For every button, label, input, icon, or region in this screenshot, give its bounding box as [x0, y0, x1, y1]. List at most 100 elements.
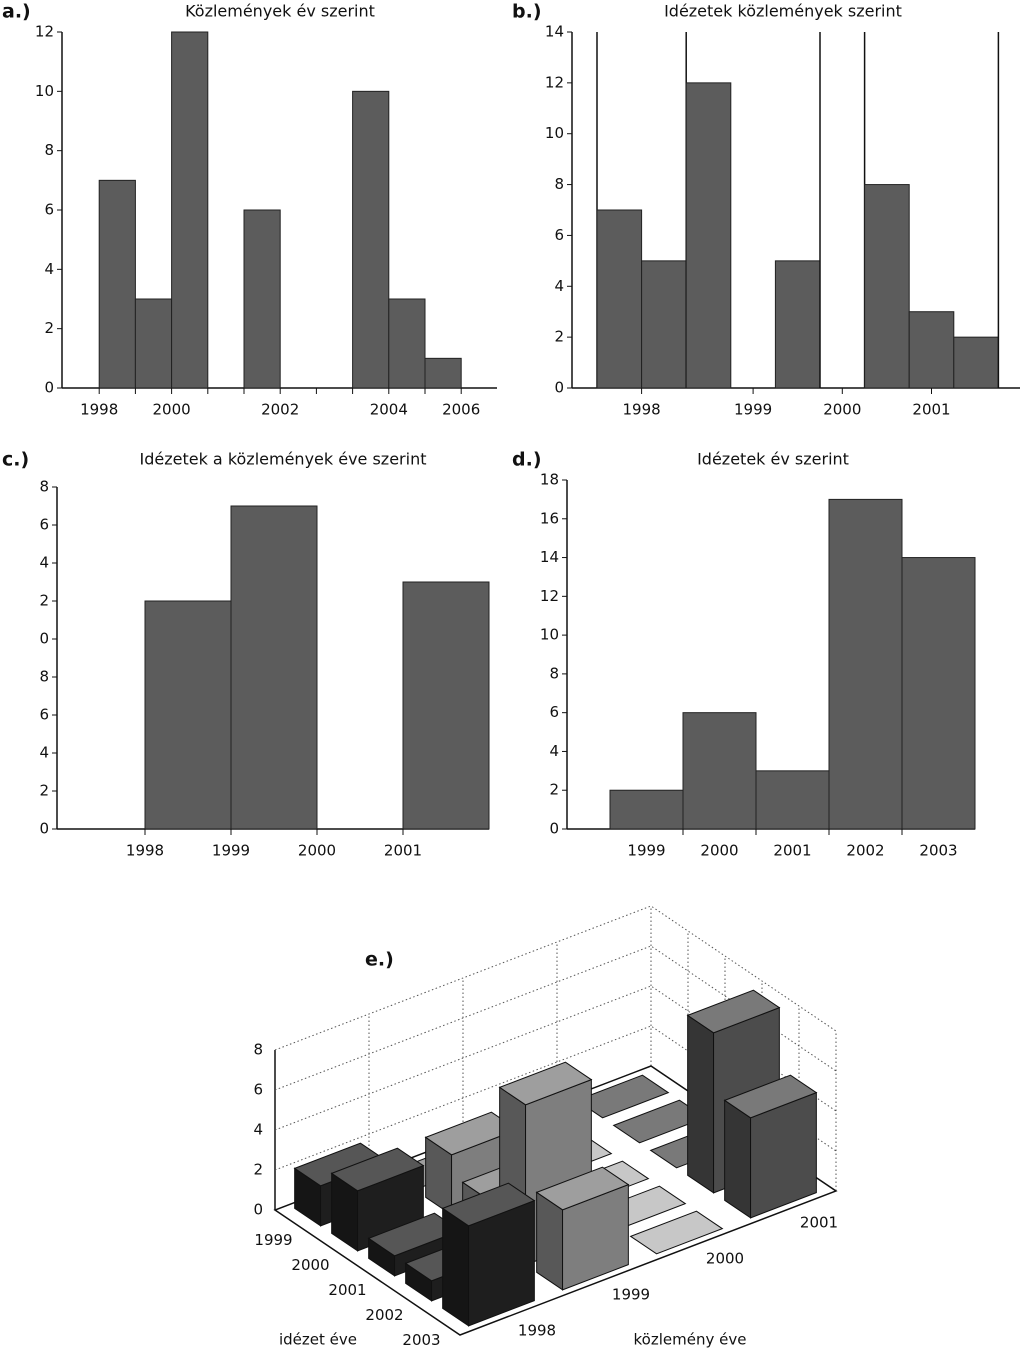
- y-tick-label: 14: [540, 548, 559, 566]
- bar-top: [686, 989, 781, 1034]
- bar: [901, 557, 976, 830]
- bar-top: [498, 1061, 593, 1106]
- chart-title: Idézetek év szerint: [697, 450, 849, 469]
- chart-title: Idézetek a közlemények éve szerint: [140, 450, 427, 469]
- bar-side: [724, 1099, 752, 1219]
- bar: [908, 311, 955, 389]
- bar-top: [535, 1166, 630, 1211]
- y-tick-label: 4: [39, 554, 49, 572]
- x-tick-label: 1999: [212, 842, 250, 860]
- x-tick-label: 1998: [80, 401, 118, 419]
- y-tick-label: 6: [549, 703, 559, 721]
- row-label: 2003: [402, 1331, 440, 1349]
- z-tick-label: 6: [253, 1081, 263, 1099]
- y-tick-label: 8: [39, 668, 49, 686]
- y-tick-label: 6: [44, 201, 54, 219]
- bar: [144, 600, 232, 830]
- bar: [723, 1074, 818, 1219]
- bar: [682, 712, 757, 830]
- panel-label: b.): [512, 1, 542, 23]
- y-tick-label: 2: [554, 328, 564, 346]
- bar: [535, 1166, 630, 1291]
- panel-label: e.): [365, 949, 394, 971]
- bar: [596, 209, 643, 389]
- y-tick-label: 0: [39, 630, 49, 648]
- y-tick-label: 0: [39, 820, 49, 838]
- bar: [230, 505, 318, 830]
- y-tick-label: 2: [44, 319, 54, 337]
- y-tick-label: 2: [549, 781, 559, 799]
- panel-label: c.): [2, 449, 29, 471]
- x-tick-label: 2002: [846, 842, 884, 860]
- y-tick-label: 0: [554, 379, 564, 397]
- x-tick-label: 1998: [126, 842, 164, 860]
- bar: [685, 82, 732, 389]
- bar: [352, 90, 390, 389]
- x-tick-label: 1999: [627, 842, 665, 860]
- row-label: 2001: [328, 1281, 366, 1299]
- y-tick-label: 8: [39, 478, 49, 496]
- x-tick-label: 2006: [442, 401, 480, 419]
- x-tick-label: 1998: [623, 401, 661, 419]
- column-label: 1999: [612, 1286, 650, 1304]
- row-label: 1999: [254, 1231, 292, 1249]
- bar: [441, 1182, 536, 1327]
- x-tick-label: 2001: [384, 842, 422, 860]
- y-tick-label: 6: [554, 226, 564, 244]
- z-tick-label: 0: [253, 1201, 263, 1219]
- bar: [388, 298, 426, 389]
- y-tick-label: 12: [545, 73, 564, 91]
- bar: [609, 789, 684, 830]
- bar: [953, 336, 999, 389]
- y-tick-label: 0: [549, 820, 559, 838]
- bar: [98, 179, 136, 389]
- bar: [243, 209, 281, 389]
- y-tick-label: 8: [549, 664, 559, 682]
- y-tick-label: 6: [39, 706, 49, 724]
- x-tick-label: 2000: [153, 401, 191, 419]
- bar-side: [687, 1014, 715, 1194]
- x-tick-label: 2000: [298, 842, 336, 860]
- y-tick-label: 18: [540, 471, 559, 489]
- x-tick-label: 2001: [773, 842, 811, 860]
- y-tick-label: 6: [39, 516, 49, 534]
- panel-label: d.): [512, 449, 542, 471]
- row-label: 2000: [291, 1256, 329, 1274]
- bar-top: [441, 1182, 536, 1227]
- y-tick-label: 12: [540, 587, 559, 605]
- x-axis-label: közlemény éve: [634, 1331, 747, 1349]
- z-tick-label: 8: [253, 1041, 263, 1059]
- chart-title: Idézetek közlemények szerint: [664, 2, 902, 21]
- column-label: 2000: [706, 1250, 744, 1268]
- x-tick-label: 2004: [370, 401, 408, 419]
- z-tick-label: 2: [253, 1161, 263, 1179]
- y-tick-label: 4: [44, 260, 54, 278]
- x-tick-label: 2001: [912, 401, 950, 419]
- bar-top: [629, 1210, 724, 1255]
- chart-title: Közlemények év szerint: [185, 2, 375, 21]
- y-tick-label: 10: [540, 626, 559, 644]
- bar: [864, 184, 910, 389]
- bar-side: [442, 1207, 470, 1327]
- y-tick-label: 10: [545, 124, 564, 142]
- y-tick-label: 2: [39, 592, 49, 610]
- y-tick-label: 8: [554, 175, 564, 193]
- x-tick-label: 1999: [734, 401, 772, 419]
- bar: [134, 298, 173, 389]
- column-label: 2001: [800, 1214, 838, 1232]
- y-tick-label: 12: [35, 23, 54, 41]
- bar: [755, 770, 830, 830]
- x-tick-label: 2002: [261, 401, 299, 419]
- y-tick-label: 2: [39, 782, 49, 800]
- y-axis-label: idézet éve: [279, 1331, 357, 1349]
- bar: [171, 31, 209, 389]
- bar: [641, 260, 687, 389]
- x-tick-label: 2000: [823, 401, 861, 419]
- y-tick-label: 8: [44, 141, 54, 159]
- bar-top: [723, 1074, 818, 1119]
- y-tick-label: 14: [545, 23, 564, 41]
- y-tick-label: 0: [44, 379, 54, 397]
- x-tick-label: 2000: [700, 842, 738, 860]
- y-tick-label: 10: [35, 82, 54, 100]
